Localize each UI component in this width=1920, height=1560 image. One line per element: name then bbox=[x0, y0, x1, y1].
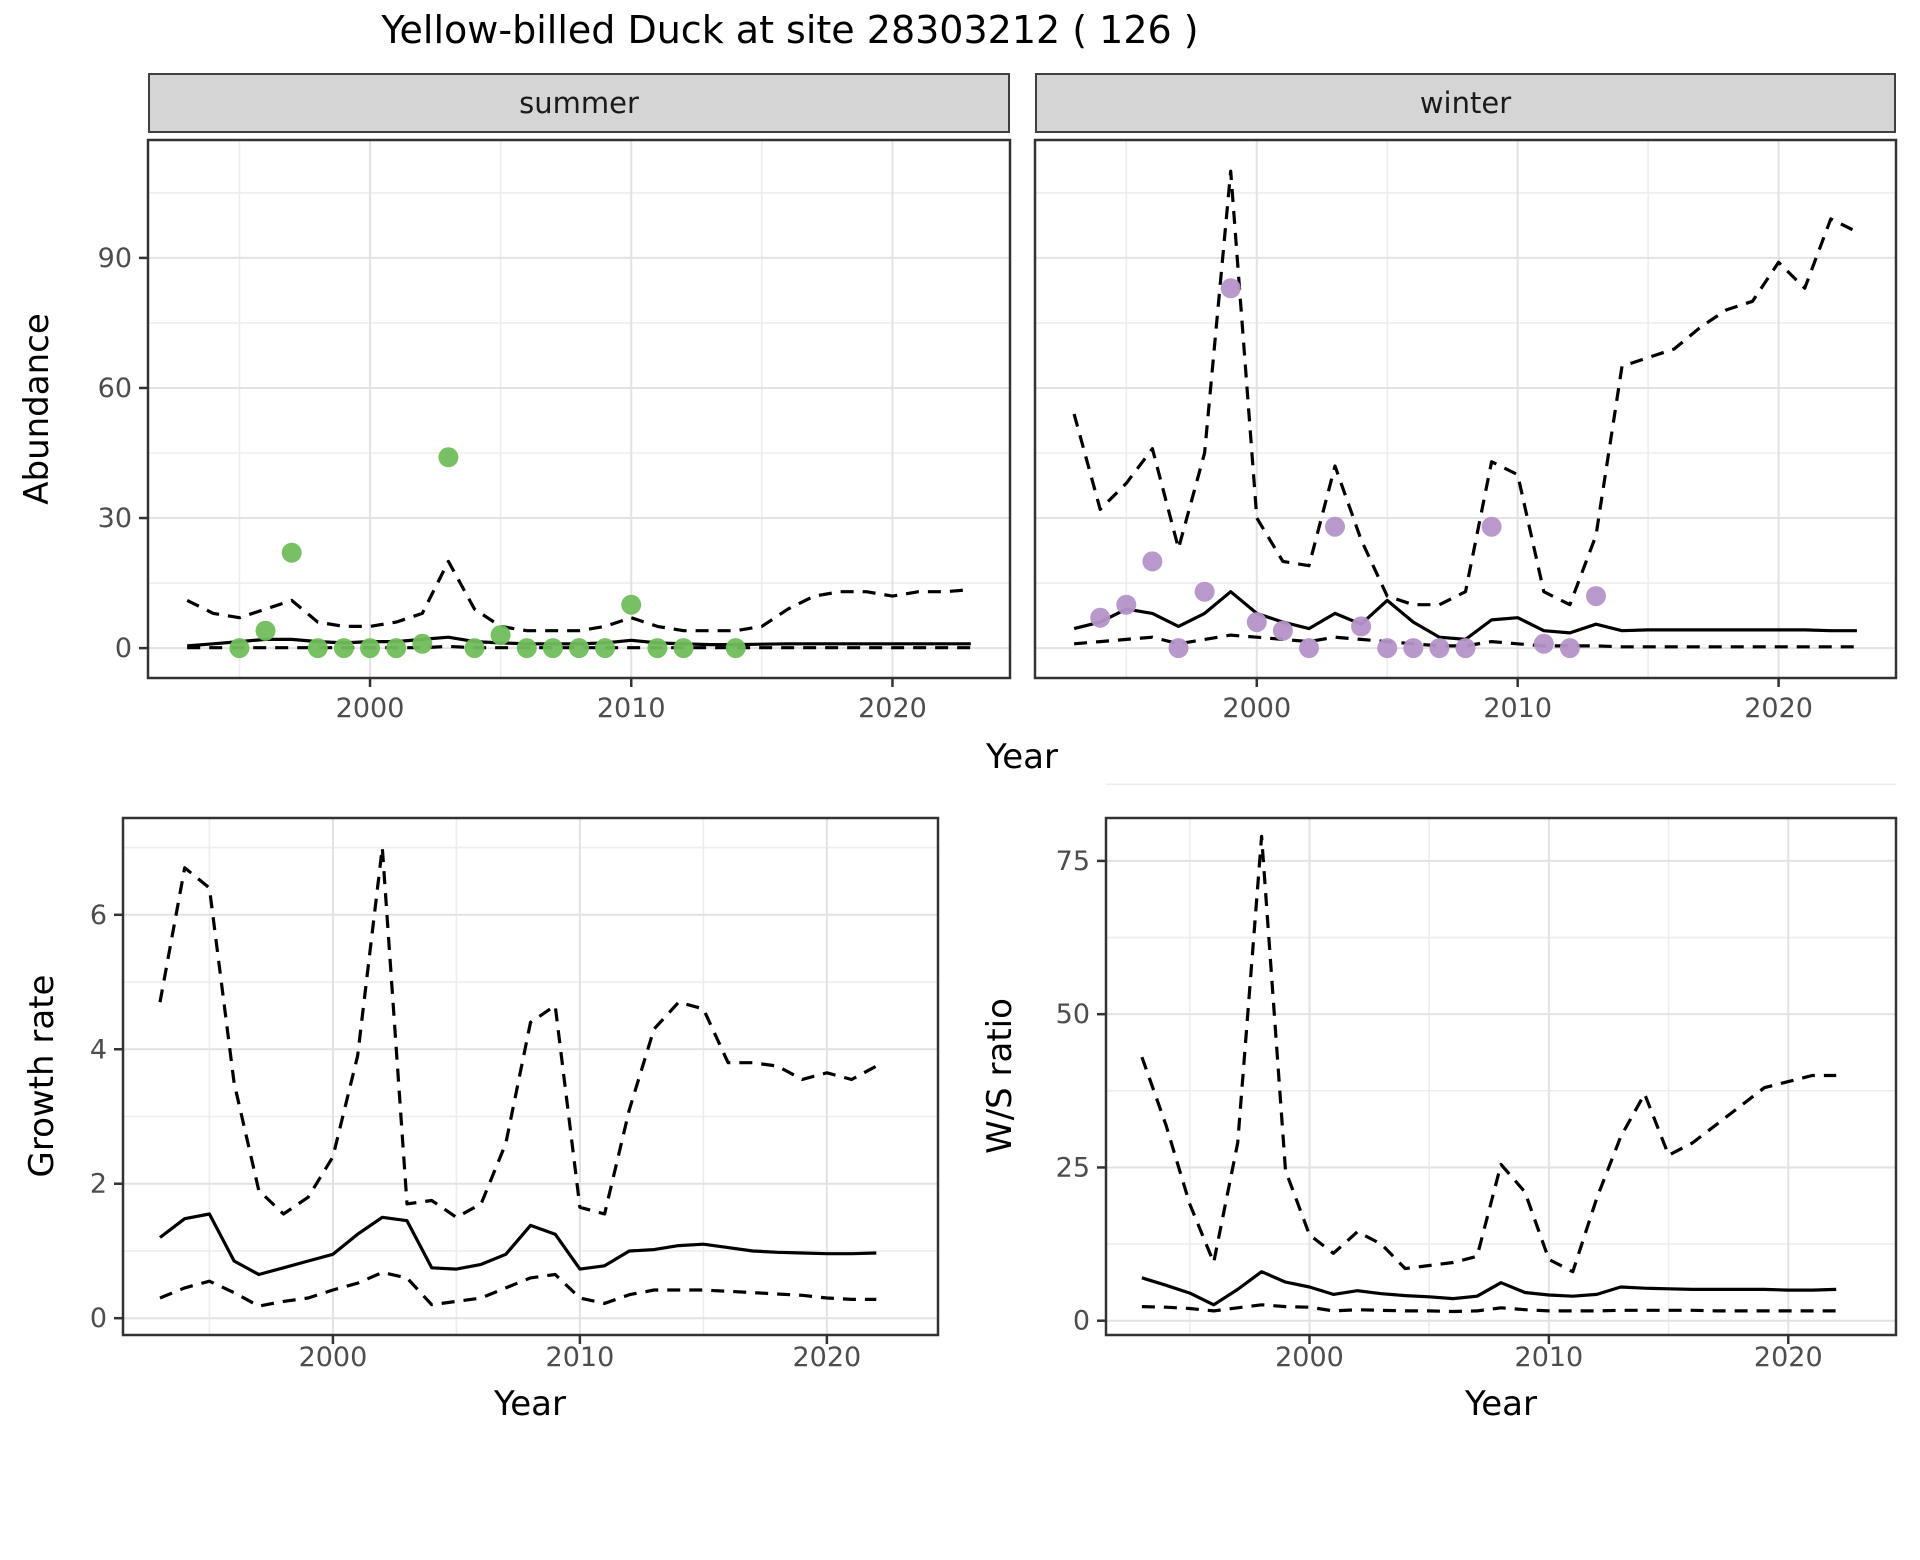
x-tick-label: 2020 bbox=[1744, 693, 1813, 724]
data-point bbox=[1455, 638, 1476, 659]
plot-title: Yellow-billed Duck at site 28303212 ( 12… bbox=[381, 8, 1199, 52]
median-line bbox=[159, 1212, 877, 1277]
data-point bbox=[516, 638, 537, 659]
facet-strip-winter: winter bbox=[1035, 73, 1896, 133]
data-point bbox=[1403, 638, 1424, 659]
data-point bbox=[438, 447, 459, 468]
x-tick-label: 2000 bbox=[1222, 693, 1291, 724]
facet-strip-summer: summer bbox=[148, 73, 1010, 133]
data-point bbox=[621, 594, 642, 615]
data-point bbox=[490, 625, 511, 646]
data-point bbox=[1272, 620, 1293, 641]
y-tick-label: 2 bbox=[90, 1169, 107, 1200]
panel-border bbox=[121, 816, 940, 1337]
data-point bbox=[647, 638, 668, 659]
data-point bbox=[1090, 607, 1111, 628]
data-point bbox=[542, 638, 563, 659]
upper-ci-line bbox=[1140, 834, 1837, 1274]
data-point bbox=[464, 638, 485, 659]
lower-ci-line bbox=[159, 1270, 877, 1308]
y-tick-label: 25 bbox=[1056, 1152, 1090, 1183]
x-axis-title-year-growth: Year bbox=[494, 1384, 566, 1424]
data-point bbox=[281, 542, 302, 563]
y-tick-label: 0 bbox=[90, 1303, 107, 1334]
facet-strip-winter-label: winter bbox=[1419, 86, 1512, 120]
panel-background bbox=[1106, 818, 1896, 1335]
y-tick-label: 0 bbox=[1073, 1306, 1090, 1337]
gridlines-minor bbox=[1035, 140, 1896, 678]
data-point bbox=[725, 638, 746, 659]
x-tick-label: 2020 bbox=[1754, 1342, 1823, 1373]
x-tick-label: 2010 bbox=[597, 693, 666, 724]
data-point bbox=[412, 633, 433, 654]
data-point bbox=[1246, 612, 1267, 633]
lower-ci-line bbox=[1141, 1303, 1837, 1314]
data-point bbox=[1429, 638, 1450, 659]
data-point bbox=[255, 620, 276, 641]
y-tick-label: 6 bbox=[90, 900, 107, 931]
data-point bbox=[569, 638, 589, 659]
x-axis-title-year-ws: Year bbox=[1465, 1384, 1537, 1424]
x-tick-label: 2010 bbox=[546, 1342, 615, 1373]
panel-border bbox=[146, 138, 1012, 680]
observed-points bbox=[1090, 278, 1606, 659]
x-axis-title-year-top: Year bbox=[986, 737, 1058, 777]
gridlines-minor bbox=[148, 140, 1010, 678]
gridlines-minor bbox=[1106, 783, 1896, 1335]
y-tick-label: 30 bbox=[98, 503, 132, 534]
x-tick-label: 2020 bbox=[858, 693, 927, 724]
data-point bbox=[1299, 638, 1319, 659]
x-tick-label: 2020 bbox=[793, 1342, 862, 1373]
panel-growth-rate: 2000 2010 2020 0 2 4 6 bbox=[90, 816, 940, 1373]
data-point bbox=[386, 638, 407, 659]
gridlines-minor bbox=[123, 818, 938, 1335]
panel-background bbox=[148, 140, 1010, 678]
data-point bbox=[1325, 516, 1345, 537]
data-point bbox=[1116, 594, 1137, 615]
panel-winter: 2000 2010 2020 bbox=[1033, 138, 1898, 724]
data-point bbox=[1351, 616, 1372, 637]
panel-border bbox=[1104, 816, 1898, 1337]
data-point bbox=[1377, 638, 1398, 659]
data-point bbox=[333, 638, 354, 659]
y-tick-label: 75 bbox=[1056, 846, 1090, 877]
data-point bbox=[1194, 581, 1215, 602]
y-tick-label: 60 bbox=[98, 373, 132, 404]
data-point bbox=[1220, 278, 1241, 299]
x-tick-label: 2010 bbox=[1515, 1342, 1584, 1373]
data-point bbox=[595, 638, 616, 659]
data-point bbox=[1168, 638, 1189, 659]
x-tick-label: 2000 bbox=[1275, 1342, 1344, 1373]
panel-border bbox=[1033, 138, 1898, 680]
x-tick-label: 2010 bbox=[1483, 693, 1552, 724]
observed-points bbox=[229, 447, 746, 659]
facet-strip-summer-label: summer bbox=[519, 86, 639, 120]
panel-summer: 2000 2010 2020 0 30 60 90 bbox=[98, 138, 1012, 724]
data-point bbox=[1142, 551, 1163, 572]
data-point bbox=[1559, 638, 1580, 659]
data-point bbox=[673, 638, 694, 659]
gridlines-major bbox=[1106, 818, 1896, 1335]
data-point bbox=[1586, 586, 1606, 607]
x-tick-label: 2000 bbox=[336, 693, 405, 724]
panel-background bbox=[1035, 140, 1896, 678]
gridlines-major bbox=[148, 140, 1010, 678]
data-point bbox=[1481, 516, 1502, 537]
y-tick-label: 4 bbox=[90, 1034, 107, 1065]
panel-background bbox=[123, 818, 938, 1335]
upper-ci-line bbox=[186, 559, 971, 633]
y-tick-label: 90 bbox=[98, 243, 132, 274]
data-point bbox=[360, 638, 380, 659]
data-point bbox=[229, 638, 250, 659]
x-tick-label: 2000 bbox=[299, 1342, 368, 1373]
upper-ci-line bbox=[1072, 169, 1858, 607]
panel-w-s-ratio: 2000 2010 2020 0 25 50 75 bbox=[1056, 783, 1898, 1373]
y-tick-label: 0 bbox=[115, 633, 132, 664]
data-point bbox=[1533, 633, 1554, 654]
y-tick-label: 50 bbox=[1056, 999, 1090, 1030]
data-point bbox=[307, 638, 328, 659]
median-line bbox=[1141, 1270, 1837, 1307]
